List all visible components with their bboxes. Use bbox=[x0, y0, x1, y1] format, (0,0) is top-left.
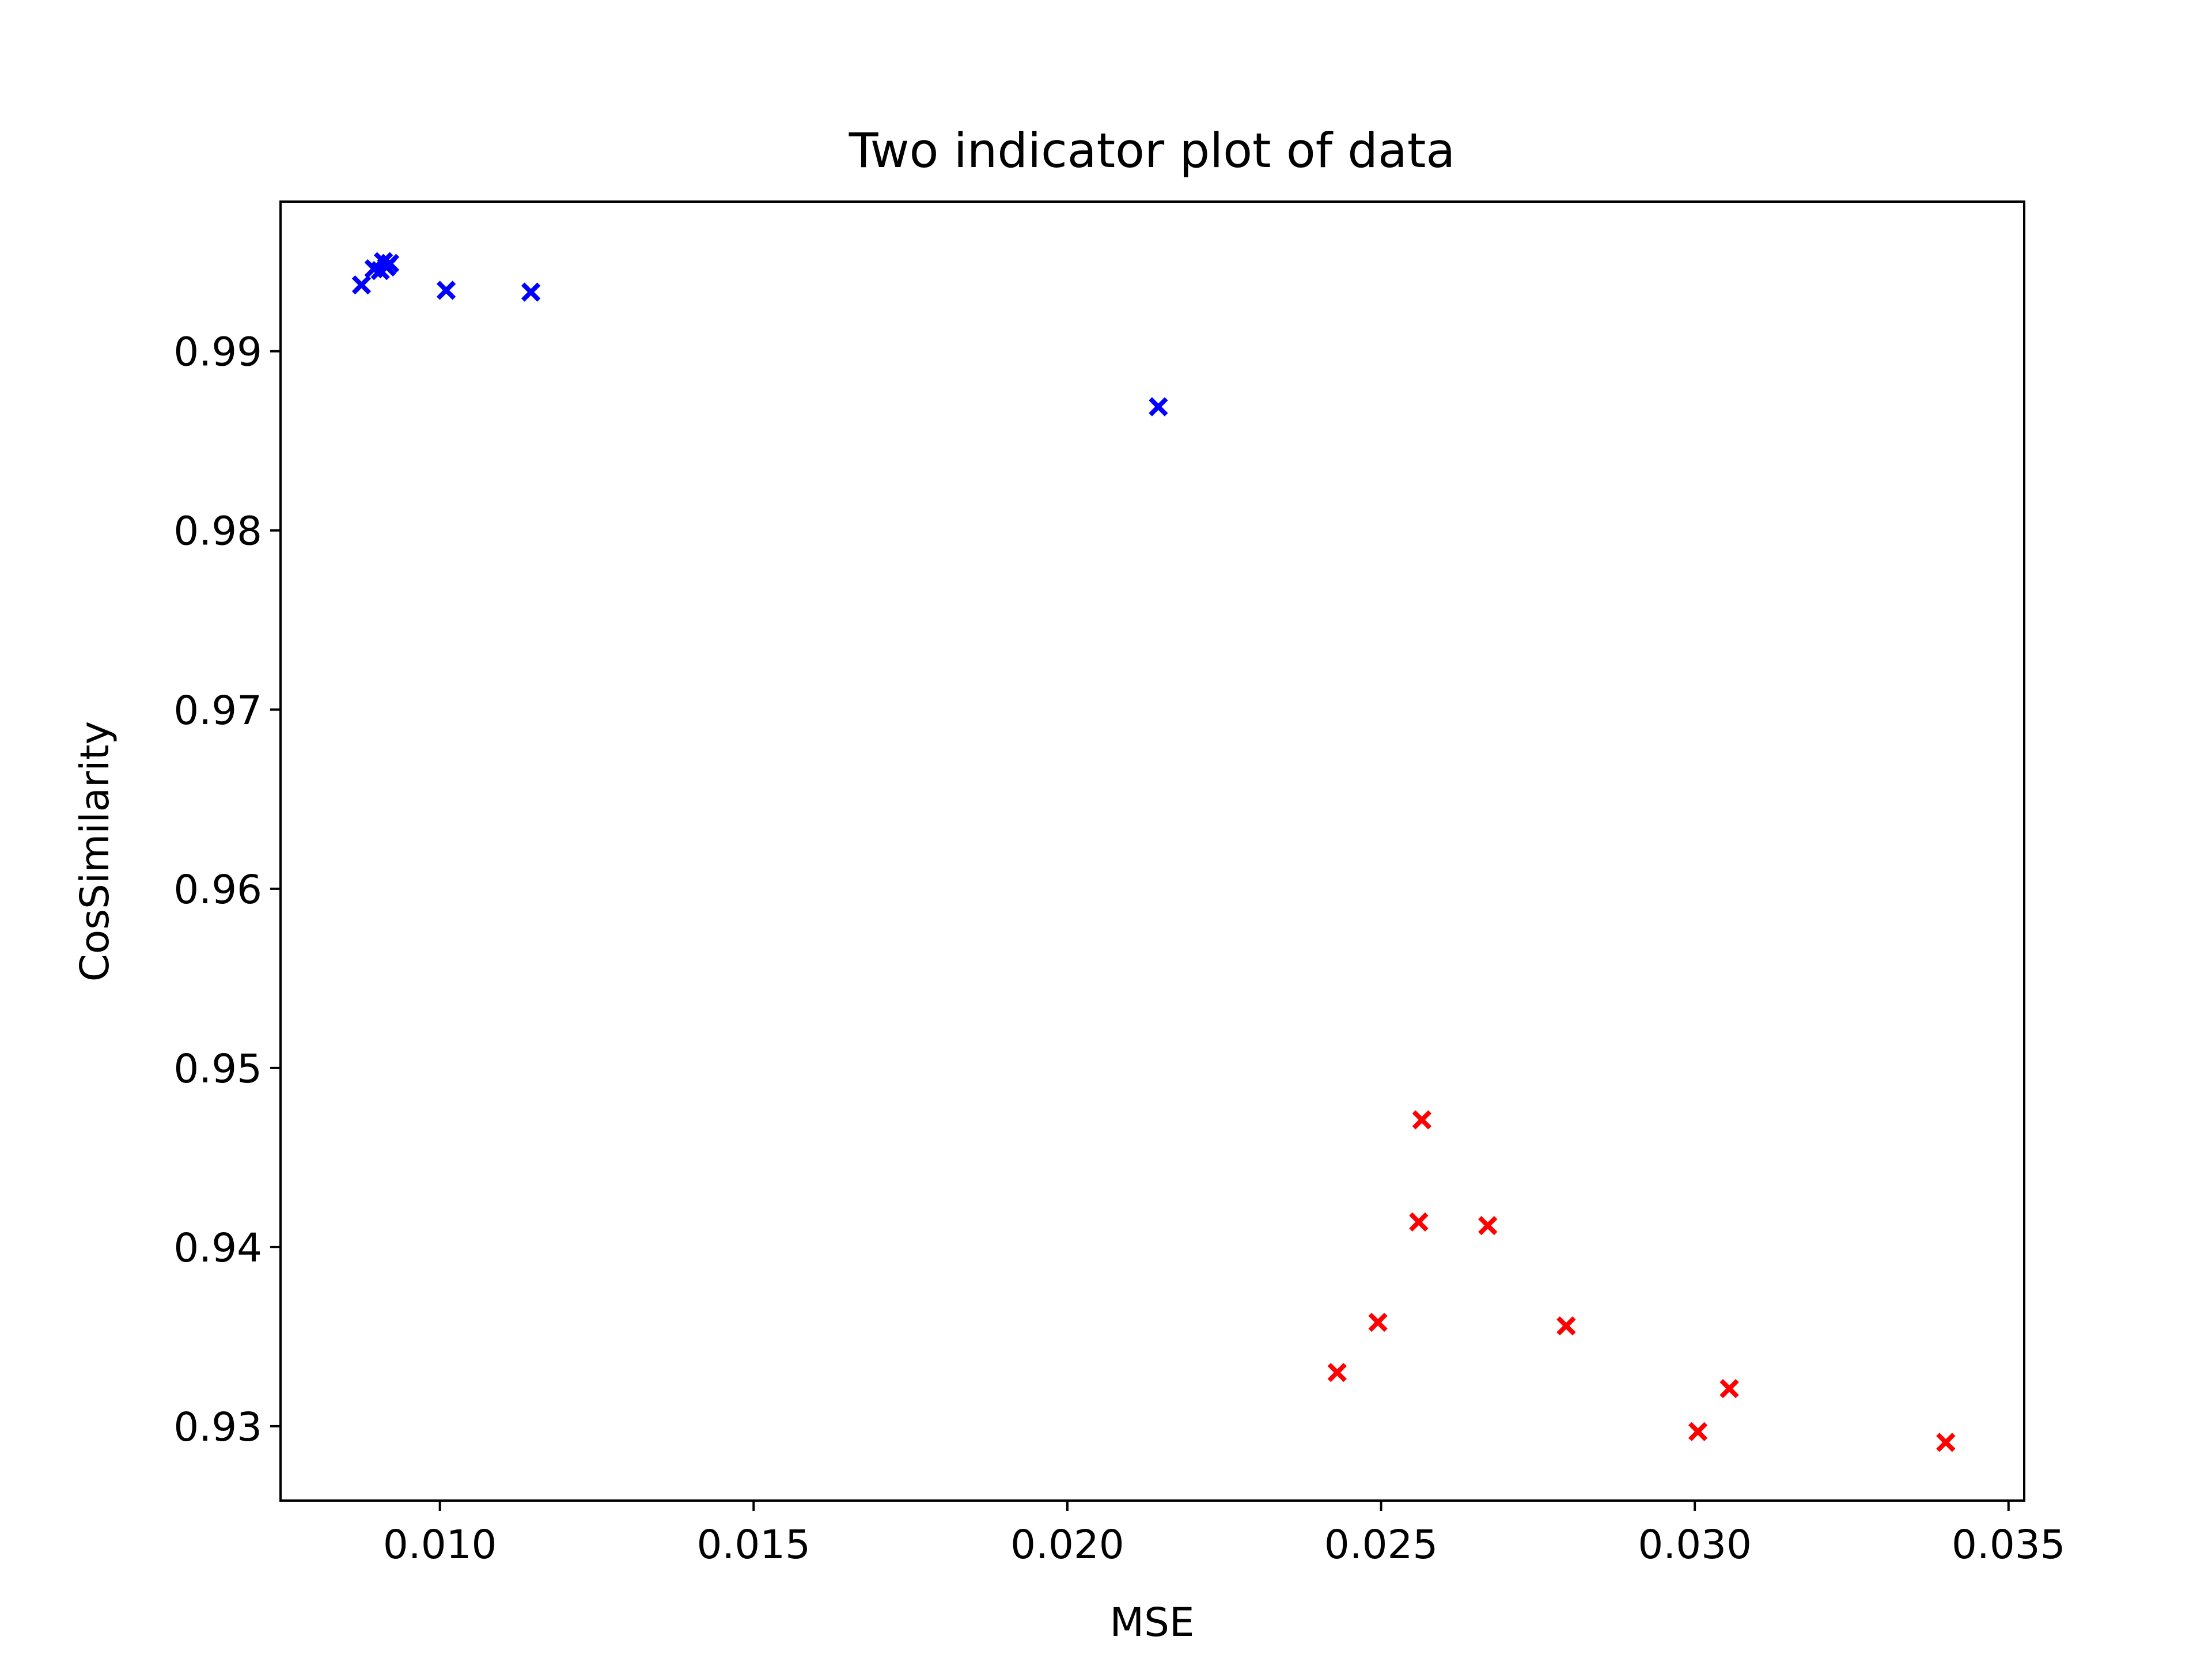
data-point-series-1 bbox=[521, 282, 541, 302]
x-tick-label: 0.020 bbox=[1010, 1522, 1124, 1568]
y-tick-label: 0.96 bbox=[173, 867, 262, 913]
data-point-series-1 bbox=[380, 253, 400, 273]
x-axis-ticks: 0.010 0.015 0.020 0.025 0.030 0.035 bbox=[383, 1501, 2066, 1568]
data-points bbox=[351, 252, 1956, 1452]
data-point-series-2 bbox=[1478, 1215, 1498, 1236]
data-point-series-1 bbox=[436, 281, 456, 300]
data-point-series-2 bbox=[1412, 1110, 1431, 1130]
data-point-series-2 bbox=[1936, 1433, 1956, 1452]
data-point-series-2 bbox=[1327, 1362, 1347, 1382]
data-point-series-2 bbox=[1409, 1212, 1429, 1232]
data-point-series-2 bbox=[1688, 1422, 1708, 1441]
x-axis-label: MSE bbox=[1110, 1600, 1195, 1646]
y-tick-label: 0.97 bbox=[173, 688, 262, 734]
data-point-series-2 bbox=[1719, 1378, 1739, 1399]
y-tick-label: 0.94 bbox=[173, 1225, 262, 1271]
y-tick-label: 0.98 bbox=[173, 509, 262, 555]
data-point-series-1 bbox=[1149, 397, 1168, 416]
x-tick-label: 0.010 bbox=[383, 1522, 497, 1568]
data-point-series-1 bbox=[351, 275, 372, 295]
x-tick-label: 0.015 bbox=[697, 1522, 811, 1568]
x-tick-label: 0.035 bbox=[1952, 1522, 2066, 1568]
x-tick-label: 0.030 bbox=[1638, 1522, 1752, 1568]
data-point-series-2 bbox=[1368, 1312, 1388, 1332]
data-point-series-2 bbox=[1556, 1316, 1576, 1336]
y-axis-label: CosSimilarity bbox=[72, 721, 118, 982]
plot-area-frame bbox=[279, 200, 2025, 1502]
chart-title: Two indicator plot of data bbox=[849, 123, 1456, 179]
x-tick-label: 0.025 bbox=[1324, 1522, 1438, 1568]
y-tick-label: 0.95 bbox=[173, 1046, 262, 1092]
y-tick-label: 0.99 bbox=[173, 329, 262, 376]
y-tick-label: 0.93 bbox=[173, 1404, 262, 1450]
y-axis-ticks: 0.93 0.94 0.95 0.96 0.97 0.98 0.99 bbox=[173, 329, 281, 1450]
